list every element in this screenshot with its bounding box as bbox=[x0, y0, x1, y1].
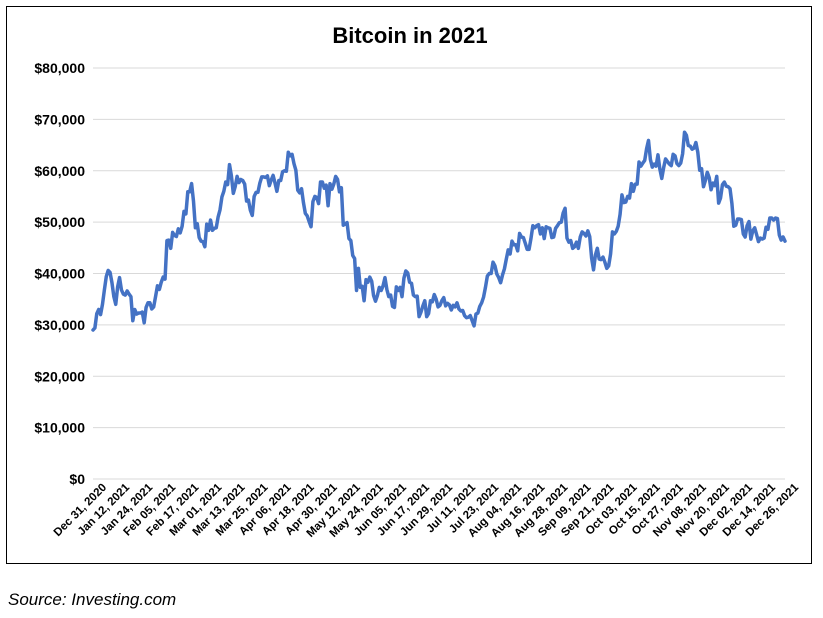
y-tick-label: $50,000 bbox=[34, 214, 85, 230]
y-tick-label: $60,000 bbox=[34, 163, 85, 179]
chart-title: Bitcoin in 2021 bbox=[332, 23, 487, 48]
y-tick-label: $80,000 bbox=[34, 60, 85, 76]
y-axis-tick-labels: $0 $10,000 $20,000 $30,000 $40,000 $50,000 $60… bbox=[34, 60, 85, 487]
chart-frame: Bitcoin in 2021 $0 $10,000 $20,000 $30,000 $… bbox=[6, 6, 812, 564]
source-note: Source: Investing.com bbox=[8, 590, 177, 609]
y-tick-label: $10,000 bbox=[34, 420, 85, 436]
gridlines bbox=[93, 67, 785, 480]
bitcoin-line-chart: Bitcoin in 2021 $0$10,000$20,000$30,000$… bbox=[34, 23, 802, 540]
series-line bbox=[91, 130, 787, 332]
y-tick-label: $40,000 bbox=[34, 266, 85, 282]
series-layer bbox=[91, 130, 787, 332]
y-tick-label: $70,000 bbox=[34, 111, 85, 127]
y-tick-label: $30,000 bbox=[34, 317, 85, 333]
y-tick-label: $0 bbox=[69, 471, 85, 487]
y-tick-label: $20,000 bbox=[34, 368, 85, 384]
